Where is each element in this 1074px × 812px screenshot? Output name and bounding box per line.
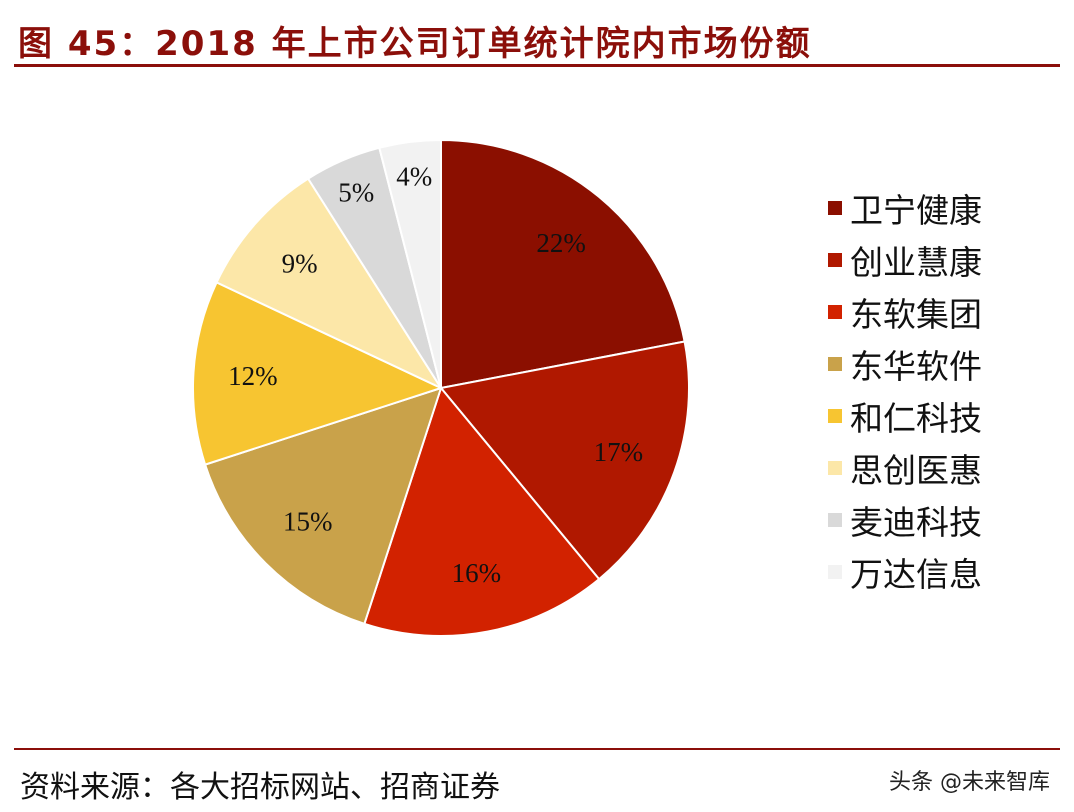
slice-data-label-8: 4% — [396, 161, 432, 191]
legend-item: 思创医惠 — [828, 442, 1068, 494]
legend-item: 东软集团 — [828, 286, 1068, 338]
pie-slice-8 — [378, 138, 442, 389]
chart-title: 图 45：2018 年上市公司订单统计院内市场份额 — [18, 24, 812, 64]
slice-data-label-2: 17% — [594, 437, 644, 467]
pie-slice-6 — [215, 177, 444, 391]
legend-item: 创业慧康 — [828, 234, 1068, 286]
title-bar: 图 45：2018 年上市公司订单统计院内市场份额 — [14, 6, 1060, 67]
legend-item: 卫宁健康 — [828, 182, 1068, 234]
chart-area: 22% 17% 16% 15% 12% 9% 5% 4% 卫宁健康创业慧康东软集团东华软件和仁… — [0, 70, 1074, 740]
slice-data-label-4: 15% — [283, 506, 333, 536]
legend-label: 东软集团 — [850, 295, 982, 334]
legend-item: 和仁科技 — [828, 390, 1068, 442]
legend-item: 万达信息 — [828, 546, 1068, 598]
slice-data-label-7: 5% — [338, 177, 374, 207]
legend-swatch — [828, 513, 842, 527]
pie-chart: 22% 17% 16% 15% 12% 9% 5% 4% — [192, 138, 690, 637]
slice-data-label-5: 12% — [228, 361, 278, 391]
pie-slice-3 — [363, 385, 601, 637]
legend-label: 万达信息 — [850, 555, 982, 594]
watermark: 头条 @未来智库 — [889, 770, 1050, 795]
legend-swatch — [828, 201, 842, 215]
legend-swatch — [828, 565, 842, 579]
slice-data-label-3: 16% — [452, 558, 502, 588]
legend-label: 卫宁健康 — [850, 191, 982, 230]
legend-label: 思创医惠 — [850, 451, 982, 490]
legend-swatch — [828, 461, 842, 475]
legend-label: 麦迪科技 — [850, 503, 982, 542]
legend: 卫宁健康创业慧康东软集团东华软件和仁科技思创医惠麦迪科技万达信息 — [828, 182, 1068, 598]
legend-swatch — [828, 253, 842, 267]
legend-item: 东华软件 — [828, 338, 1068, 390]
pie-slice-2 — [439, 340, 690, 581]
source-note: 资料来源：各大招标网站、招商证券 — [20, 770, 500, 805]
slice-data-label-1: 22% — [536, 228, 586, 258]
legend-label: 和仁科技 — [850, 399, 982, 438]
slice-data-label-6: 9% — [282, 248, 318, 278]
legend-swatch — [828, 305, 842, 319]
pie-slice-5 — [192, 281, 444, 466]
legend-label: 东华软件 — [850, 347, 982, 386]
pie-slice-1 — [440, 138, 686, 390]
source-bar: 资料来源：各大招标网站、招商证券 头条 @未来智库 — [14, 748, 1060, 808]
legend-swatch — [828, 409, 842, 423]
legend-item: 麦迪科技 — [828, 494, 1068, 546]
pie-slice-4 — [203, 386, 443, 626]
legend-swatch — [828, 357, 842, 371]
legend-label: 创业慧康 — [850, 243, 982, 282]
